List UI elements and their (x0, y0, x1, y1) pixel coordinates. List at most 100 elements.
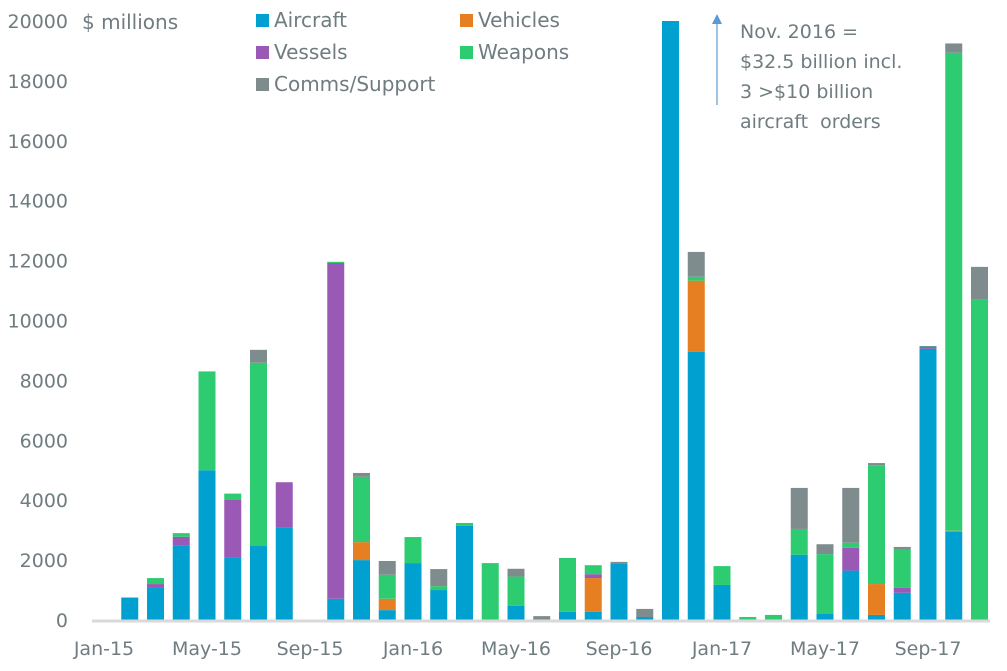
bar-vehicles-nov-15 (353, 542, 370, 561)
bar-weapons-mar-16 (456, 522, 473, 526)
bar-aircraft-nov-16 (662, 21, 679, 620)
bar-aircraft-oct-16 (636, 617, 654, 620)
bar-weapons-feb-16 (430, 586, 448, 591)
x-tick-label: Jan-16 (382, 638, 443, 660)
bar-comms-support-may-16 (507, 568, 525, 577)
annotation-line-2: $32.5 billion incl. (740, 51, 902, 73)
x-tick-label: Sep-15 (277, 638, 344, 660)
bar-weapons-jan-17 (713, 566, 731, 585)
y-tick-label: 8000 (20, 370, 68, 392)
bar-aircraft-may-16 (507, 605, 525, 620)
bar-vessels-jun-15 (224, 499, 242, 558)
x-tick-label: Jan-15 (73, 638, 134, 660)
legend-label: Comms/Support (274, 72, 436, 96)
bar-comms-support-feb-16 (430, 569, 448, 587)
y-tick-label: 0 (56, 610, 68, 632)
bar-vehicles-oct-17 (945, 530, 963, 532)
bar-vessels-aug-16 (584, 574, 602, 579)
bar-comms-support-oct-16 (636, 608, 654, 618)
bar-aircraft-feb-15 (121, 597, 139, 620)
bar-weapons-jan-16 (404, 537, 422, 564)
bar-vehicles-dec-16 (687, 280, 705, 352)
bar-comms-support-nov-17 (971, 266, 988, 300)
legend-swatch-vehicles (460, 14, 473, 27)
legend-label: Vehicles (478, 8, 560, 32)
y-tick-label: 6000 (20, 430, 68, 452)
bar-weapons-mar-17 (765, 614, 782, 620)
bar-aircraft-dec-15 (378, 610, 396, 620)
bar-weapons-jul-15 (250, 362, 267, 547)
legend-swatch-aircraft (256, 14, 269, 27)
bar-comms-support-nov-15 (353, 472, 370, 477)
bar-comms-support-jul-17 (868, 463, 885, 466)
y-tick-label: 18000 (8, 71, 68, 93)
bar-weapons-aug-17 (893, 549, 911, 588)
bar-aircraft-jul-16 (559, 611, 576, 620)
bar-weapons-nov-17 (971, 299, 988, 620)
legend: Aircraft Vehicles Vessels Weapons Comms/Supp… (256, 8, 569, 96)
bar-weapons-nov-15 (353, 476, 370, 543)
x-tick-label: May-17 (790, 638, 860, 660)
bar-comms-support-may-17 (816, 544, 834, 555)
bar-vessels-jun-17 (842, 547, 860, 571)
bar-aircraft-mar-16 (456, 525, 473, 620)
bar-weapons-feb-17 (739, 617, 757, 620)
bar-weapons-may-17 (816, 554, 834, 615)
arrow-up-icon (712, 14, 722, 24)
bar-weapons-oct-15 (327, 261, 345, 263)
bar-weapons-aug-16 (584, 565, 602, 575)
bar-aircraft-sep-16 (610, 563, 628, 620)
bar-vehicles-aug-16 (584, 578, 602, 612)
y-axis-label: $ millions (82, 10, 178, 34)
bar-aircraft-jun-17 (842, 570, 860, 620)
bar-aircraft-mar-15 (147, 587, 164, 620)
bar-comms-support-jun-17 (842, 487, 860, 543)
annotation-line-1: Nov. 2016 = (740, 21, 858, 43)
bar-weapons-apr-15 (172, 533, 190, 537)
bar-aircraft-feb-16 (430, 590, 448, 620)
x-tick-label: Jan-17 (691, 638, 752, 660)
x-tick-label: May-16 (481, 638, 551, 660)
y-tick-label: 20000 (8, 11, 68, 33)
bar-comms-support-jul-15 (250, 349, 267, 363)
bar-vessels-mar-15 (147, 584, 164, 588)
bar-weapons-oct-17 (945, 52, 963, 531)
bar-aircraft-may-15 (198, 470, 216, 620)
annotation-line-3: 3 >$10 billion (740, 81, 873, 103)
legend-swatch-weapons (460, 46, 473, 59)
legend-swatch-vessels (256, 46, 269, 59)
x-tick-label: May-15 (172, 638, 242, 660)
bar-comms-support-apr-17 (790, 487, 808, 529)
bar-weapons-jun-17 (842, 542, 860, 548)
bar-aircraft-aug-15 (275, 527, 293, 620)
bar-weapons-mar-15 (147, 578, 164, 585)
bar-comms-support-dec-16 (687, 251, 705, 277)
bar-aircraft-apr-15 (172, 545, 190, 620)
y-tick-label: 10000 (8, 311, 68, 333)
bar-aircraft-jan-17 (713, 584, 731, 620)
bar-aircraft-may-17 (816, 614, 834, 620)
bar-aircraft-jun-15 (224, 557, 242, 620)
bar-aircraft-jul-17 (868, 614, 885, 620)
bar-aircraft-aug-16 (584, 611, 602, 620)
x-tick-label: Sep-16 (586, 638, 653, 660)
bar-weapons-sep-17 (919, 345, 937, 347)
bar-aircraft-apr-17 (790, 554, 808, 620)
bar-aircraft-jan-16 (404, 563, 422, 620)
y-axis-ticks: 0 2000 4000 6000 8000 10000 12000 14000 16000 180… (8, 11, 68, 632)
legend-swatch-comms-support (256, 78, 269, 91)
x-tick-label: Sep-17 (895, 638, 962, 660)
y-tick-label: 16000 (8, 131, 68, 153)
x-axis-ticks: Jan-15 May-15 Sep-15 Jan-16 May-16 Sep-16 Jan-… (73, 638, 962, 660)
y-tick-label: 2000 (20, 550, 68, 572)
annotation-line-4: aircraft orders (740, 111, 881, 133)
bar-comms-support-oct-17 (945, 43, 963, 53)
annotation: Nov. 2016 = $32.5 billion incl. 3 >$10 b… (712, 14, 902, 133)
bar-vessels-aug-15 (275, 482, 293, 528)
bar-aircraft-dec-16 (687, 351, 705, 620)
bar-vessels-apr-15 (172, 536, 190, 546)
bar-weapons-dec-15 (378, 574, 396, 599)
bar-aircraft-oct-17 (945, 531, 963, 620)
legend-label: Weapons (478, 40, 569, 64)
